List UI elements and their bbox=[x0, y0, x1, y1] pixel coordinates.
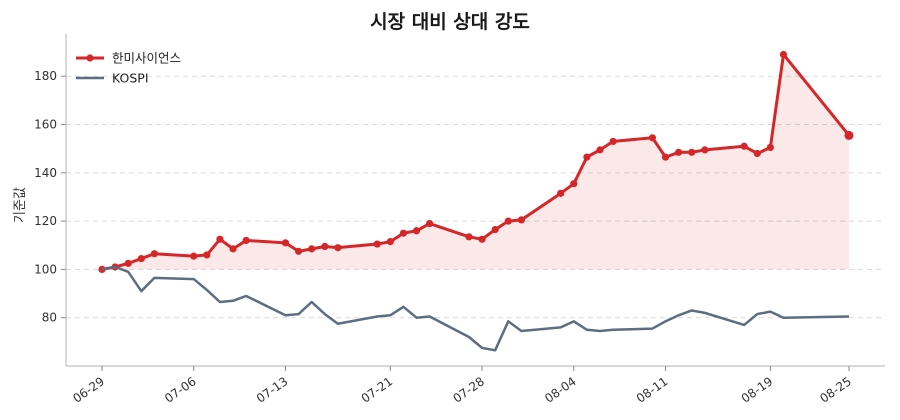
legend: 한미사이언스 KOSPI bbox=[76, 51, 181, 86]
data-point bbox=[609, 137, 617, 146]
y-tick-label: 140 bbox=[34, 166, 57, 180]
legend-label: 한미사이언스 bbox=[112, 51, 181, 66]
data-point bbox=[688, 148, 696, 156]
data-point bbox=[242, 236, 250, 245]
data-point bbox=[648, 134, 657, 142]
data-point bbox=[491, 225, 499, 234]
data-point bbox=[779, 50, 788, 59]
data-point bbox=[583, 153, 591, 161]
data-point bbox=[766, 143, 774, 152]
legend-label: KOSPI bbox=[112, 71, 149, 86]
y-tick-label: 80 bbox=[42, 311, 57, 325]
data-point bbox=[124, 259, 132, 267]
data-point bbox=[504, 217, 512, 225]
data-point bbox=[308, 245, 316, 253]
data-point bbox=[701, 146, 709, 154]
data-point bbox=[321, 242, 329, 251]
y-tick-label: 100 bbox=[34, 262, 57, 276]
data-point bbox=[386, 238, 394, 246]
data-point bbox=[399, 229, 408, 237]
data-point bbox=[517, 216, 525, 224]
y-tick-label: 160 bbox=[34, 118, 57, 132]
series-line bbox=[101, 52, 851, 271]
x-tick-label: 06-29 bbox=[70, 374, 107, 405]
area-fill-layer bbox=[102, 54, 849, 270]
chart-title: 시장 대비 상대 강도 bbox=[370, 11, 530, 33]
data-point bbox=[478, 235, 486, 243]
data-point bbox=[844, 130, 854, 140]
x-tick-label: 08-04 bbox=[542, 374, 579, 405]
data-point bbox=[570, 180, 578, 188]
legend-marker bbox=[86, 54, 94, 62]
data-point bbox=[150, 250, 159, 258]
data-point bbox=[412, 227, 421, 235]
data-point bbox=[661, 153, 670, 161]
series-area-fill bbox=[102, 54, 849, 270]
data-point bbox=[596, 146, 604, 154]
data-point bbox=[281, 239, 290, 247]
data-point bbox=[334, 244, 342, 252]
x-tick-label: 07-13 bbox=[254, 374, 291, 405]
x-tick-label: 08-11 bbox=[634, 374, 671, 405]
series-layer bbox=[98, 50, 854, 352]
data-point bbox=[137, 254, 145, 263]
data-point bbox=[465, 233, 473, 241]
data-point bbox=[229, 245, 237, 253]
data-point bbox=[426, 219, 434, 228]
x-tick-label: 07-28 bbox=[450, 374, 487, 405]
data-point bbox=[190, 252, 198, 260]
data-point bbox=[675, 148, 683, 156]
data-point bbox=[753, 149, 761, 158]
y-tick-label: 120 bbox=[34, 214, 57, 228]
x-tick-label: 07-21 bbox=[359, 374, 396, 405]
x-tick-label: 07-06 bbox=[162, 374, 199, 405]
data-point bbox=[740, 142, 748, 150]
x-tick-label: 08-25 bbox=[817, 374, 854, 405]
data-point bbox=[557, 189, 565, 197]
y-tick-label: 180 bbox=[34, 69, 57, 83]
grid-lines bbox=[66, 75, 885, 319]
x-tick-label: 08-19 bbox=[739, 374, 776, 405]
data-point bbox=[203, 251, 211, 259]
y-axis-label: 기준값 bbox=[13, 187, 28, 223]
data-point bbox=[294, 247, 303, 255]
data-point bbox=[216, 235, 224, 243]
data-point bbox=[373, 240, 381, 248]
series-line bbox=[101, 265, 850, 352]
